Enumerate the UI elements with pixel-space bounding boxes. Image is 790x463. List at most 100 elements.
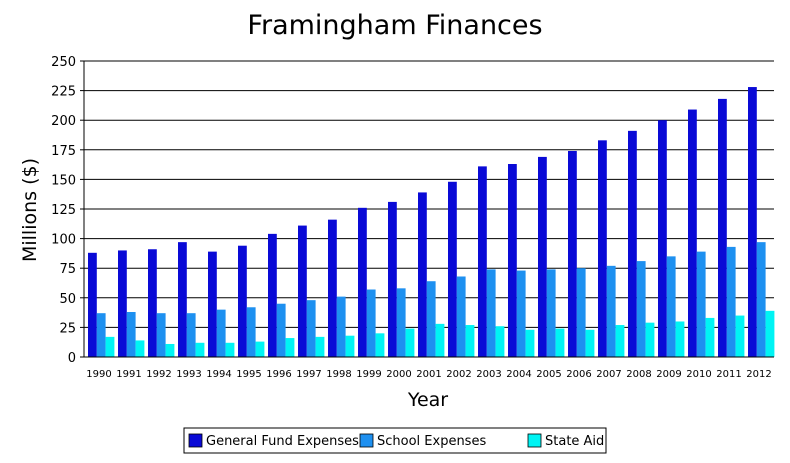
bar-general-fund-1990 — [88, 252, 97, 357]
x-tick-label: 1998 — [326, 369, 351, 380]
bar-state-aid-2011 — [735, 315, 745, 357]
bar-state-aid-2002 — [465, 325, 475, 357]
bar-school-2008 — [636, 261, 646, 357]
bar-school-1999 — [366, 289, 376, 357]
bar-school-2009 — [666, 256, 676, 357]
bar-general-fund-2012 — [748, 87, 757, 357]
legend-label-school: School Expenses — [377, 434, 486, 449]
bar-school-1995 — [246, 307, 256, 357]
x-tick-label: 1996 — [266, 369, 291, 380]
bar-state-aid-2000 — [405, 328, 415, 357]
bar-general-fund-2011 — [718, 98, 727, 357]
x-tick-label: 1995 — [236, 369, 261, 380]
bar-general-fund-1995 — [238, 245, 247, 357]
bar-general-fund-2008 — [628, 130, 637, 357]
y-tick-label: 0 — [68, 351, 76, 366]
y-tick-label: 225 — [51, 85, 76, 100]
bar-general-fund-1999 — [358, 207, 367, 357]
y-axis-title: Millions ($) — [19, 158, 41, 262]
bar-school-1991 — [126, 312, 136, 357]
gridlines — [84, 60, 774, 328]
bar-general-fund-1993 — [178, 242, 187, 357]
y-tick-label: 250 — [51, 55, 76, 70]
bar-general-fund-2009 — [658, 120, 667, 357]
x-tick-label: 2003 — [476, 369, 501, 380]
bar-general-fund-2003 — [478, 166, 487, 357]
y-tick-label: 75 — [59, 262, 76, 277]
x-tick-label: 2010 — [686, 369, 711, 380]
bar-general-fund-2006 — [568, 150, 577, 357]
bar-state-aid-2010 — [705, 317, 715, 357]
y-tick-label: 50 — [59, 292, 76, 307]
bar-school-1992 — [156, 313, 166, 357]
legend-label-general-fund: General Fund Expenses — [206, 434, 359, 449]
x-tick-label: 1990 — [86, 369, 111, 380]
bar-general-fund-1992 — [148, 249, 157, 357]
y-tick-label: 100 — [51, 233, 76, 248]
bar-school-2002 — [456, 276, 466, 357]
bar-general-fund-1991 — [118, 250, 127, 357]
bar-school-2001 — [426, 281, 436, 357]
bar-state-aid-1997 — [315, 336, 325, 357]
bar-state-aid-1994 — [225, 342, 235, 357]
bar-state-aid-2003 — [495, 326, 505, 357]
x-tick-label: 2002 — [446, 369, 471, 380]
bar-state-aid-1990 — [105, 336, 115, 357]
x-tick-label: 2012 — [746, 369, 771, 380]
bar-state-aid-1991 — [135, 340, 145, 357]
bar-general-fund-2001 — [418, 192, 427, 357]
y-tick-labels: 0 25 50 75 100 125 150 175 200 225 250 — [51, 55, 84, 366]
legend-label-state-aid: State Aid — [545, 434, 604, 449]
bar-state-aid-1992 — [165, 343, 175, 357]
bar-state-aid-1998 — [345, 335, 355, 357]
bar-school-1994 — [216, 309, 226, 357]
bar-general-fund-2004 — [508, 164, 517, 357]
bar-state-aid-2001 — [435, 323, 445, 357]
bar-school-1990 — [96, 313, 106, 357]
x-tick-label: 2000 — [386, 369, 411, 380]
x-axis-title: Year — [407, 389, 448, 411]
x-tick-label: 2007 — [596, 369, 621, 380]
x-tick-label: 1993 — [176, 369, 201, 380]
bar-school-2003 — [486, 269, 496, 357]
y-tick-label: 150 — [51, 173, 76, 188]
x-tick-label: 2001 — [416, 369, 441, 380]
bar-state-aid-2006 — [585, 329, 595, 357]
bar-general-fund-2007 — [598, 140, 607, 357]
x-tick-label: 1999 — [356, 369, 381, 380]
legend: General Fund Expenses School Expenses St… — [183, 427, 607, 454]
bar-general-fund-1994 — [208, 251, 217, 357]
x-tick-label: 2009 — [656, 369, 681, 380]
legend-swatch-school — [359, 433, 374, 448]
x-tick-label: 2006 — [566, 369, 591, 380]
bar-general-fund-2000 — [388, 201, 397, 357]
bar-general-fund-2002 — [448, 181, 457, 357]
bar-school-2000 — [396, 288, 406, 357]
legend-swatch-state-aid — [527, 433, 542, 448]
bar-school-2007 — [606, 265, 616, 357]
bar-general-fund-2005 — [538, 156, 547, 357]
bar-general-fund-1997 — [298, 225, 307, 357]
bar-state-aid-1995 — [255, 341, 265, 357]
bar-school-2012 — [756, 242, 766, 357]
y-tick-label: 175 — [51, 144, 76, 159]
bar-school-2011 — [726, 246, 736, 357]
x-tick-label: 1991 — [116, 369, 141, 380]
bar-state-aid-2004 — [525, 329, 535, 357]
x-tick-label: 2004 — [506, 369, 531, 380]
bar-state-aid-2005 — [555, 328, 565, 357]
x-tick-label: 2011 — [716, 369, 741, 380]
bar-school-1993 — [186, 313, 196, 357]
bar-school-1996 — [276, 303, 286, 357]
bar-school-2006 — [576, 268, 586, 357]
bars — [88, 87, 775, 357]
bar-state-aid-2007 — [615, 325, 625, 357]
bar-state-aid-2012 — [765, 310, 775, 357]
bar-general-fund-1998 — [328, 219, 337, 357]
legend-swatch-general-fund — [188, 433, 203, 448]
bar-state-aid-2009 — [675, 321, 685, 357]
chart-title: Framingham Finances — [247, 10, 542, 41]
y-tick-label: 25 — [59, 321, 76, 336]
bar-state-aid-1993 — [195, 342, 205, 357]
